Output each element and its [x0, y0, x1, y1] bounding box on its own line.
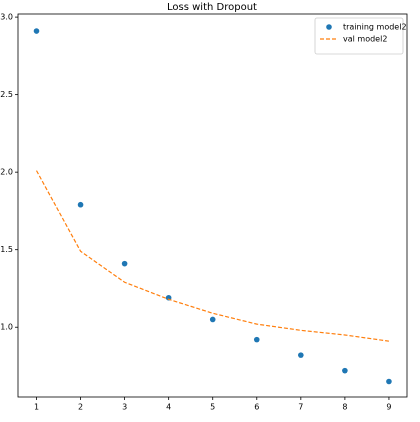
- legend-box: [314, 17, 404, 55]
- x-tick-label: 6: [254, 403, 259, 412]
- y-tick-label: 3.0: [0, 13, 13, 22]
- x-tick-label: 5: [210, 403, 215, 412]
- legend-marker: [326, 24, 332, 30]
- legend-label: val model2: [343, 35, 387, 44]
- y-tick-label: 2.0: [0, 168, 13, 177]
- y-tick-label: 2.5: [0, 90, 13, 99]
- point: [33, 28, 40, 34]
- x-tick-label: 8: [342, 403, 347, 412]
- chart-title: Loss with Dropout: [167, 2, 257, 13]
- legend-label: training model2: [343, 23, 407, 32]
- y-tick-label: 1.5: [0, 245, 13, 254]
- line: [35, 170, 390, 342]
- x-tick-label: 2: [78, 403, 83, 412]
- point: [77, 201, 84, 208]
- x-tick-label: 3: [122, 403, 127, 412]
- y-tick-label: 1.0: [0, 323, 13, 332]
- point: [342, 367, 348, 374]
- point: [121, 260, 128, 267]
- point: [298, 352, 304, 358]
- x-tick-label: 7: [298, 403, 303, 412]
- plot-frame: [17, 13, 408, 398]
- point: [253, 336, 260, 343]
- x-tick-label: 9: [386, 403, 391, 412]
- point: [209, 316, 216, 323]
- x-tick-label: 1: [34, 403, 39, 412]
- x-tick-label: 4: [166, 403, 171, 412]
- point: [386, 378, 392, 385]
